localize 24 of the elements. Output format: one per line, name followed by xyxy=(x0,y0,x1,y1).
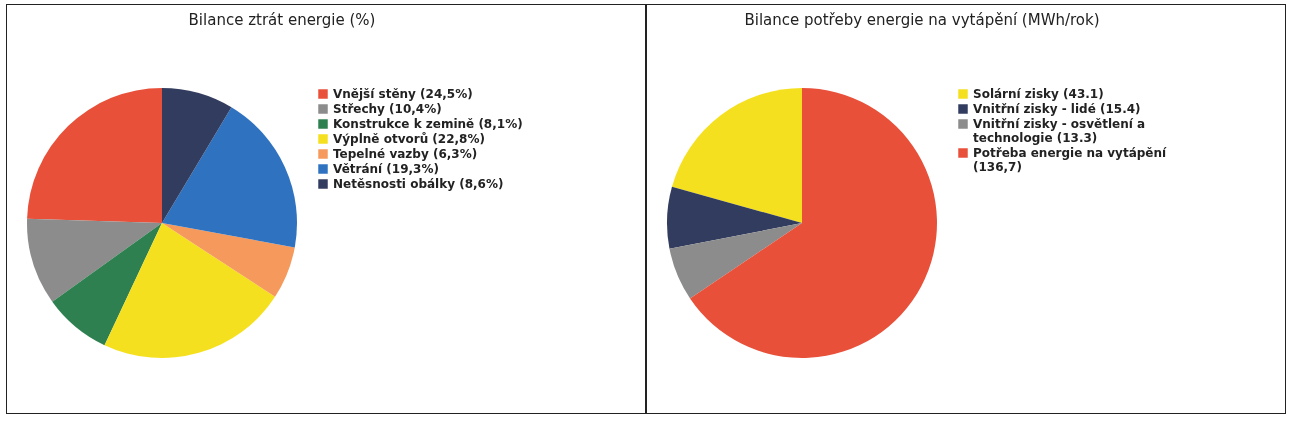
pie-slice xyxy=(162,88,232,223)
legend-label: Vnitřní zisky - osvětlení a technologie (13.3) xyxy=(973,117,1146,145)
legend-label: Solární zisky (43.1) xyxy=(973,87,1104,101)
pie-slice xyxy=(690,88,937,358)
pie-slice xyxy=(162,107,297,248)
pie-slice xyxy=(27,218,162,302)
pie-slice xyxy=(667,186,802,249)
pie-slice xyxy=(27,88,162,223)
legend-label: Potřeba energie na vytápění (136,7) xyxy=(973,146,1168,174)
legend-label: Netěsnosti obálky (8,6%) xyxy=(333,177,504,191)
legend-label: Vnější stěny (24,5%) xyxy=(333,87,473,101)
pie-slice xyxy=(671,88,802,223)
legend-label: Větrání (19,3%) xyxy=(333,162,439,176)
chart-title: Bilance ztrát energie (%) xyxy=(188,11,376,29)
legend-label: Výplně otvorů (22,8%) xyxy=(333,132,485,146)
legend-label: Střechy (10,4%) xyxy=(333,102,442,116)
chart-title: Bilance potřeby energie na vytápění (MWh/rok) xyxy=(744,11,1100,29)
pie-slice xyxy=(104,223,276,358)
legend-label: Konstrukce k zemině (8,1%) xyxy=(333,117,523,131)
pie-slice xyxy=(162,223,295,297)
legend-label: Vnitřní zisky - lidé (15.4) xyxy=(973,102,1141,116)
pie-slice xyxy=(669,223,802,299)
legend-label: Tepelné vazby (6,3%) xyxy=(333,147,478,161)
pie-slice xyxy=(52,223,162,346)
